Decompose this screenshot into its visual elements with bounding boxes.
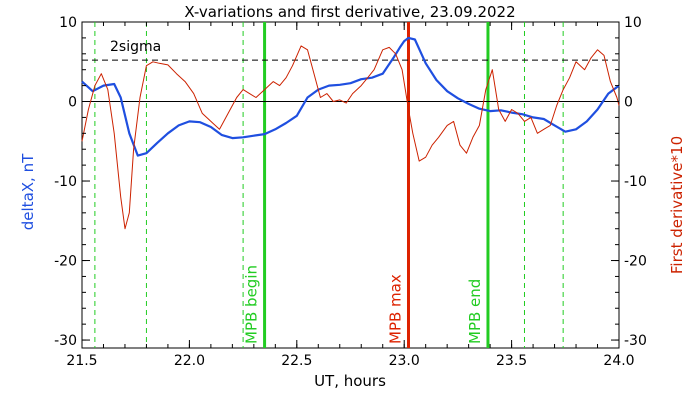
y-tick-label-right-3: -20 (624, 254, 647, 270)
threshold-label: 2sigma (110, 39, 161, 55)
y-tick-label-right-4: -30 (624, 333, 647, 349)
x-tick-label-5: 24.0 (603, 353, 634, 369)
x-tick-label-2: 22.5 (281, 353, 312, 369)
y-tick-label-right-1: 0 (624, 95, 633, 111)
y-tick-label-left-2: -10 (54, 174, 77, 190)
y-tick-label-left-4: -30 (54, 333, 77, 349)
y-tick-label-left-3: -20 (54, 254, 77, 270)
marker-labels: MPB begin MPB max MPB end (243, 265, 484, 344)
x-tick-label-0: 21.5 (66, 353, 97, 369)
series-line-0 (81, 36, 620, 157)
y-axis-label-left: deltaX, nT (19, 153, 37, 230)
marker-lines (263, 22, 490, 348)
series-line-1 (81, 45, 620, 230)
chart-title: X-variations and first derivative, 23.09… (184, 3, 515, 21)
plot-frame (81, 21, 620, 349)
y-tick-label-right-2: -10 (624, 174, 647, 190)
marker-label-2: MPB end (466, 279, 484, 344)
x-axis-ticks: 21.5 22.0 22.5 23.0 23.5 24.0 (66, 22, 635, 369)
x-tick-label-4: 23.5 (496, 353, 527, 369)
series-lines (81, 36, 620, 230)
x-tick-label-3: 23.0 (389, 353, 420, 369)
y-tick-label-left-0: 10 (59, 15, 77, 31)
dashed-verticals (94, 22, 564, 348)
y-axis-label-right: First derivative*10 (668, 136, 686, 274)
y-tick-label-right-0: 10 (624, 15, 642, 31)
marker-label-1: MPB max (386, 274, 404, 344)
marker-label-0: MPB begin (243, 265, 261, 344)
x-axis-label: UT, hours (314, 372, 386, 390)
x-tick-label-1: 22.0 (174, 353, 205, 369)
y-tick-label-left-1: 0 (68, 95, 77, 111)
y-axis-ticks: 10 10 0 0 -10 -10 -20 -20 -30 -30 (54, 15, 647, 349)
reference-lines (82, 59, 619, 103)
